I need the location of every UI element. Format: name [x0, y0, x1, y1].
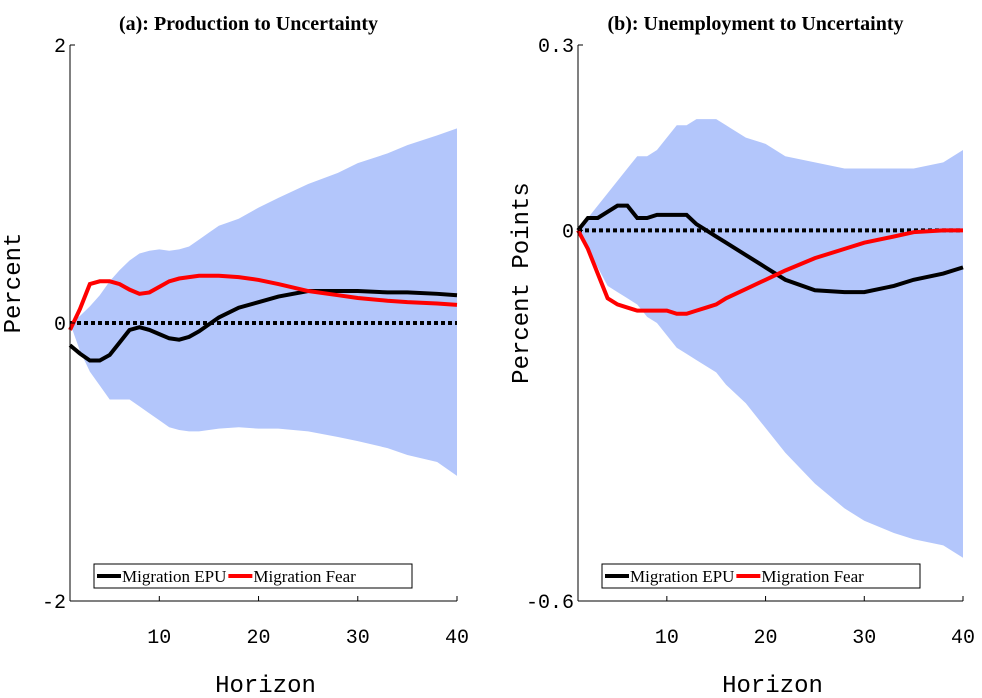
y-axis-label: Percent Points — [509, 182, 536, 384]
y-tick-label: 0 — [54, 314, 66, 337]
x-tick-label: 30 — [346, 627, 370, 650]
confidence-band — [578, 119, 963, 558]
x-tick-label: 10 — [147, 627, 171, 650]
x-tick-label: 40 — [445, 627, 469, 650]
x-tick-label: 40 — [951, 627, 975, 650]
y-tick-label: 0 — [562, 221, 574, 244]
x-tick-label: 10 — [655, 627, 679, 650]
series-line — [576, 203, 964, 295]
x-tick-label: 20 — [754, 627, 778, 650]
legend-label: Migration EPU — [122, 567, 226, 586]
y-tick-label: -2 — [42, 592, 66, 615]
panel: -0.6 0 0.3 10 20 30 40 (b): Unemployment to Unc… — [509, 13, 975, 698]
x-axis-label: Horizon — [215, 673, 316, 698]
series-line — [68, 289, 458, 363]
chart-title: (a): Production to Uncertainty — [119, 13, 378, 35]
x-axis-label: Horizon — [722, 673, 823, 698]
y-axis-label: Percent — [1, 233, 28, 334]
y-tick-label: 2 — [54, 36, 66, 59]
legend-label: Migration Fear — [761, 567, 864, 586]
legend-label: Migration Fear — [253, 567, 356, 586]
chart-title: (b): Unemployment to Uncertainty — [607, 13, 903, 35]
legend-label: Migration EPU — [630, 567, 734, 586]
x-tick-label: 20 — [247, 627, 271, 650]
series-line — [68, 273, 458, 331]
y-tick-label: 0.3 — [538, 36, 574, 59]
panel: -2 0 2 10 20 30 40 (a): Production to Uncertain… — [1, 13, 469, 698]
y-tick-label: -0.6 — [526, 592, 574, 615]
legend-box — [93, 563, 413, 589]
series-line — [576, 228, 963, 316]
legend-box — [601, 563, 921, 589]
x-tick-label: 30 — [852, 627, 876, 650]
